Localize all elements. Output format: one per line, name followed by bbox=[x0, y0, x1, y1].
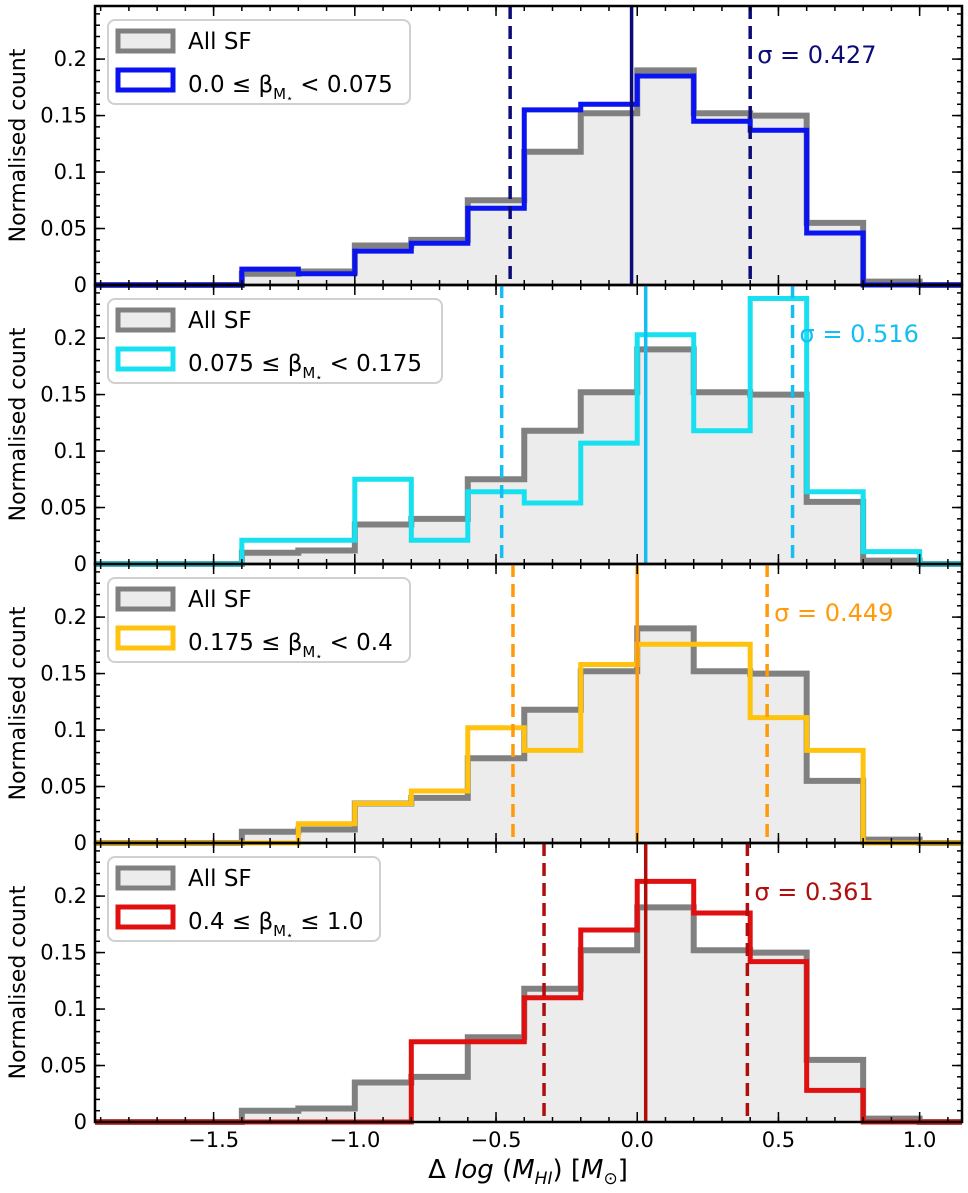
subset-outline bbox=[95, 73, 962, 288]
sigma-label: σ = 0.516 bbox=[800, 320, 919, 348]
panel-1: σ = 0.427 0 0.05 0.1 0.15 0.2 Normalised count… bbox=[6, 4, 964, 297]
legend-swatch-reference bbox=[115, 586, 176, 612]
x-axis-title: Δ log (MHI) [M⊙] bbox=[428, 1155, 628, 1189]
y-tick-label: 0.1 bbox=[54, 160, 87, 184]
legend-box bbox=[107, 298, 443, 384]
legend-swatch-subset bbox=[115, 904, 176, 930]
legend-swatch-reference bbox=[115, 28, 176, 54]
legend-label-reference: All SF bbox=[188, 866, 252, 892]
axes-frame bbox=[93, 841, 964, 1124]
y-tick-label: 0.2 bbox=[54, 605, 87, 629]
y-tick-label: 0.15 bbox=[40, 662, 87, 686]
x-axis-labels: −1.5 −1.0 −0.5 0.0 0.5 1.0 bbox=[188, 1128, 936, 1152]
legend-label-subset: 0.0 ≤ βM⋆ < 0.075 bbox=[188, 72, 393, 105]
legend-label-reference: All SF bbox=[188, 29, 252, 55]
x-tick-label: −1.5 bbox=[188, 1128, 239, 1152]
x-tick-label: 0.5 bbox=[762, 1128, 795, 1152]
legend-box bbox=[107, 856, 381, 942]
legend: All SF 0.4 ≤ βM⋆ ≤ 1.0 bbox=[107, 856, 381, 942]
y-axis-title: Normalised count bbox=[6, 606, 31, 800]
legend-box bbox=[107, 577, 411, 663]
sigma-label: σ = 0.361 bbox=[754, 878, 873, 906]
subset-outline bbox=[95, 641, 962, 846]
legend-swatch-subset bbox=[115, 346, 176, 372]
y-tick-label: 0.15 bbox=[40, 941, 87, 965]
y-tick-label: 0 bbox=[74, 1110, 87, 1134]
x-tick-label: −1.0 bbox=[329, 1128, 380, 1152]
subset-outline bbox=[95, 296, 962, 567]
y-axis-title: Normalised count bbox=[6, 48, 31, 242]
panels-layer: σ = 0.427 0 0.05 0.1 0.15 0.2 Normalised count… bbox=[6, 4, 964, 1134]
y-tick-label: 0.05 bbox=[40, 1054, 87, 1078]
legend-label-subset: 0.175 ≤ βM⋆ < 0.4 bbox=[188, 630, 393, 663]
legend-label-reference: All SF bbox=[188, 587, 252, 613]
x-tick-label: 0.0 bbox=[621, 1128, 654, 1152]
y-tick-label: 0.05 bbox=[40, 496, 87, 520]
ticks: 0 0.05 0.1 0.15 0.2 bbox=[40, 6, 962, 297]
legend-label-subset: 0.4 ≤ βM⋆ ≤ 1.0 bbox=[188, 909, 363, 942]
sigma-label: σ = 0.449 bbox=[774, 599, 893, 627]
legend-label-reference: All SF bbox=[188, 308, 252, 334]
y-tick-label: 0 bbox=[74, 552, 87, 576]
legend-swatch-subset bbox=[115, 67, 176, 93]
legend: All SF 0.0 ≤ βM⋆ < 0.075 bbox=[107, 19, 411, 105]
legend: All SF 0.175 ≤ βM⋆ < 0.4 bbox=[107, 577, 411, 663]
y-tick-label: 0.1 bbox=[54, 439, 87, 463]
y-tick-label: 0 bbox=[74, 273, 87, 297]
y-tick-label: 0.05 bbox=[40, 775, 87, 799]
y-tick-label: 0.2 bbox=[54, 47, 87, 71]
y-tick-label: 0.2 bbox=[54, 326, 87, 350]
legend-label-subset: 0.075 ≤ βM⋆ < 0.175 bbox=[188, 351, 422, 384]
panel-3: σ = 0.449 0 0.05 0.1 0.15 0.2 Normalised count… bbox=[6, 562, 964, 855]
ticks: 0 0.05 0.1 0.15 0.2 bbox=[40, 843, 962, 1134]
y-tick-label: 0.1 bbox=[54, 997, 87, 1021]
panel-4: σ = 0.361 0 0.05 0.1 0.15 0.2 Normalised count… bbox=[6, 841, 964, 1134]
reference-outline bbox=[95, 346, 962, 567]
x-tick-label: −0.5 bbox=[471, 1128, 522, 1152]
legend-box bbox=[107, 19, 411, 105]
legend-swatch-reference bbox=[115, 307, 176, 333]
x-tick-label: 1.0 bbox=[903, 1128, 936, 1152]
legend-swatch-reference bbox=[115, 865, 176, 891]
y-tick-label: 0.15 bbox=[40, 104, 87, 128]
y-tick-label: 0.2 bbox=[54, 884, 87, 908]
sigma-label: σ = 0.427 bbox=[757, 41, 876, 69]
legend: All SF 0.075 ≤ βM⋆ < 0.175 bbox=[107, 298, 443, 384]
y-axis-title: Normalised count bbox=[6, 327, 31, 521]
y-tick-label: 0.05 bbox=[40, 217, 87, 241]
y-tick-label: 0 bbox=[74, 831, 87, 855]
panel-2: σ = 0.516 0 0.05 0.1 0.15 0.2 Normalised count… bbox=[6, 283, 964, 576]
y-axis-title: Normalised count bbox=[6, 885, 31, 1079]
y-tick-label: 0.15 bbox=[40, 383, 87, 407]
y-tick-label: 0.1 bbox=[54, 718, 87, 742]
legend-swatch-subset bbox=[115, 625, 176, 651]
